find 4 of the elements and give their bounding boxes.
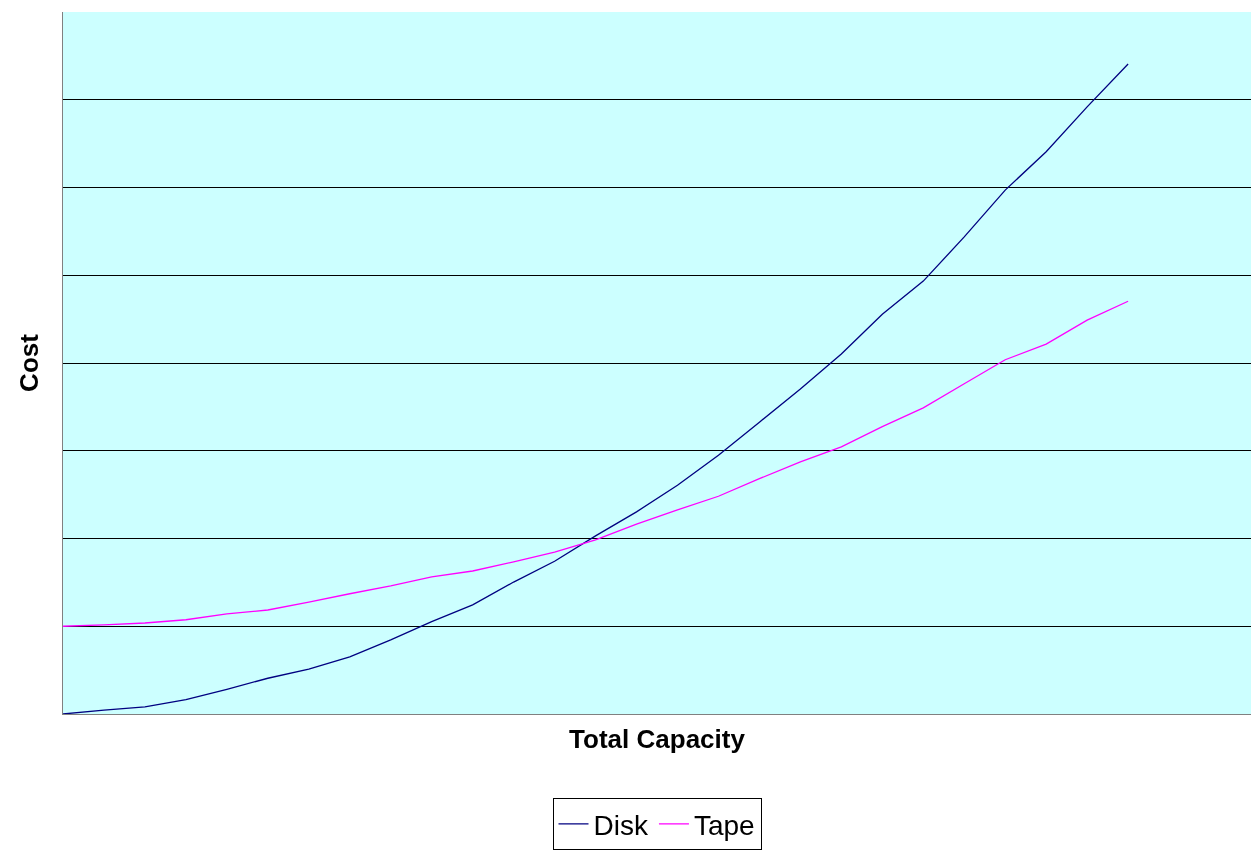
legend-label: Tape	[693, 809, 755, 841]
y-axis-title: Cost	[14, 333, 45, 392]
legend-label: Disk	[593, 809, 649, 841]
x-axis-title: Total Capacity	[569, 723, 746, 754]
